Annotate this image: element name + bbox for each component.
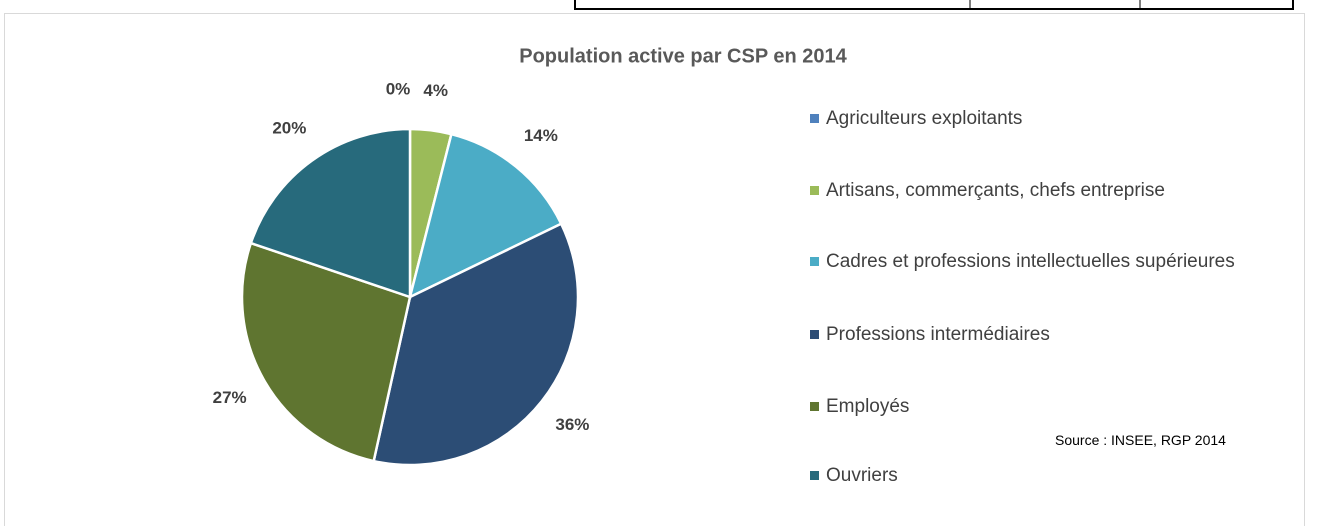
legend-swatch (810, 186, 819, 195)
data-label: 36% (555, 415, 589, 434)
pie-slice (372, 222, 580, 467)
chart-title: Population active par CSP en 2014 (519, 45, 847, 67)
legend-label: Professions intermédiaires (826, 324, 1050, 345)
legend-swatch (810, 471, 819, 480)
legend-label: Employés (826, 396, 910, 417)
legend-item: Agriculteurs exploitants (810, 108, 1266, 133)
legend-swatch (810, 257, 819, 266)
data-label: 27% (213, 388, 247, 407)
annotation: Source : INSEE, RGP 2014 (1055, 432, 1226, 448)
legend-swatch (810, 330, 819, 339)
legend-label: Agriculteurs exploitants (826, 108, 1023, 129)
pie-slice (408, 132, 563, 300)
legend-item: Employés (810, 396, 1266, 421)
legend-item: Ouvriers (810, 465, 1266, 490)
table-fragment (574, 0, 1294, 10)
pie-slice (240, 241, 412, 463)
pie-slice (249, 127, 412, 299)
legend-item: Cadres et professions intellectuelles su… (810, 251, 1266, 276)
legend-label: Artisans, commerçants, chefs entreprise (826, 180, 1165, 201)
data-label: 20% (272, 118, 306, 137)
data-label: 0% (386, 79, 411, 98)
legend-swatch (810, 402, 819, 411)
legend-label: Cadres et professions intellectuelles su… (826, 251, 1235, 272)
legend-label: Ouvriers (826, 465, 898, 486)
legend-swatch (810, 114, 819, 123)
data-label: 4% (423, 81, 448, 100)
legend-item: Professions intermédiaires (810, 324, 1266, 349)
legend-item: Artisans, commerçants, chefs entreprise (810, 180, 1266, 205)
data-label: 14% (524, 126, 558, 145)
chart-border (4, 13, 1305, 526)
